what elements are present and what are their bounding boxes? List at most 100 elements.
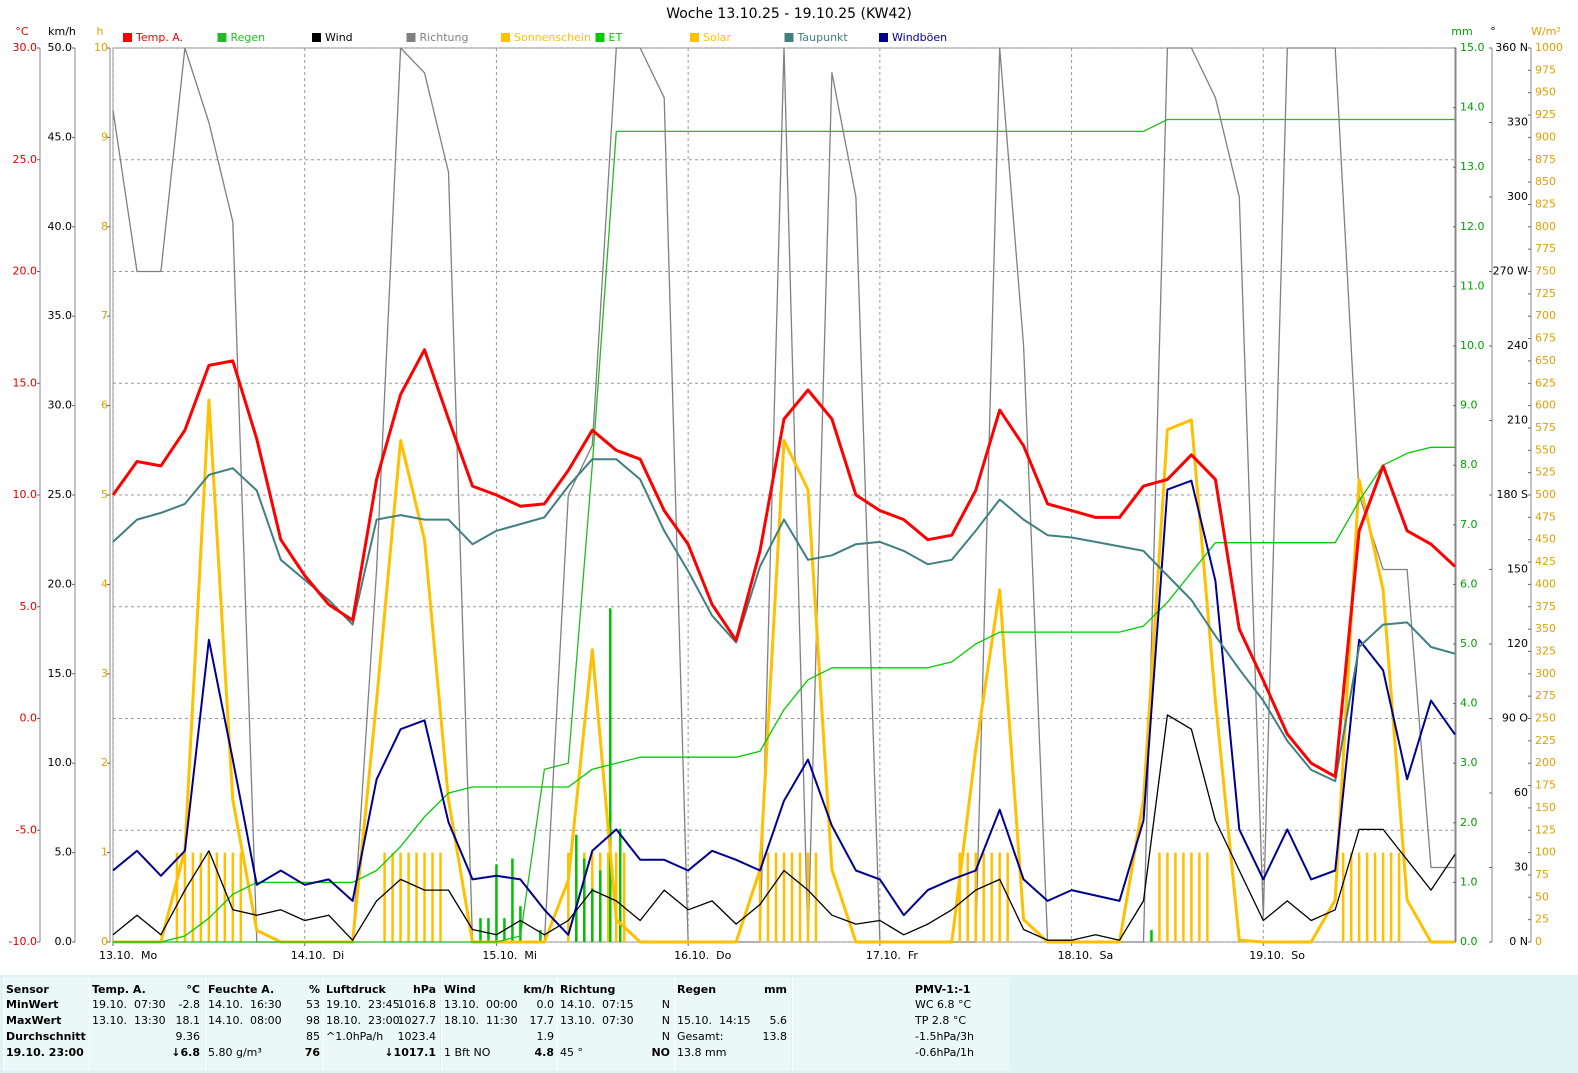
legend-swatch [312, 33, 321, 42]
y-tick-label: 45.0 [48, 130, 73, 143]
legend-swatch [595, 33, 605, 42]
table-cell: mm [764, 983, 787, 996]
axis-unit: °C [15, 25, 29, 38]
table-cell: 9.36 [175, 1030, 201, 1043]
y-tick-label: 25 [1535, 913, 1549, 926]
table-column [674, 977, 791, 1071]
legend-label: Regen [231, 31, 266, 44]
table-cell: ^1.0hPa/h [326, 1030, 384, 1043]
table-cell: NO [651, 1046, 670, 1059]
y-tick-label: 75 [1535, 868, 1549, 881]
table-column [441, 977, 558, 1071]
y-tick-label: 8 [101, 220, 108, 233]
table-cell: WC 6.8 °C [915, 998, 972, 1011]
x-tick-label: 17.10. Fr [866, 949, 919, 962]
table-cell: 18.1 [175, 1014, 201, 1027]
y-tick-label: 200 [1535, 756, 1556, 769]
table-cell: 98 [306, 1014, 320, 1027]
y-tick-label: 275 [1535, 689, 1556, 702]
y-tick-label: 450 [1535, 533, 1556, 546]
y-tick-label: 270 W [1493, 265, 1528, 278]
table-cell: 1027.7 [397, 1014, 437, 1027]
y-tick-label: 675 [1535, 332, 1556, 345]
table-cell: Gesamt: [677, 1030, 724, 1043]
y-tick-label: 800 [1535, 220, 1556, 233]
table-column [557, 977, 674, 1071]
y-tick-label: 150 [1535, 801, 1556, 814]
table-cell: km/h [523, 983, 554, 996]
table-column [89, 977, 204, 1071]
y-tick-label: 0.0 [20, 712, 38, 725]
legend-swatch [690, 33, 699, 42]
x-tick-label: 19.10. So [1249, 949, 1305, 962]
table-cell: Temp. A. [92, 983, 146, 996]
table-cell: -1.5hPa/3h [915, 1030, 974, 1043]
table-cell: -2.8 [178, 998, 200, 1011]
table-cell: Richtung [560, 983, 616, 996]
y-tick-label: 700 [1535, 309, 1556, 322]
legend-label: Solar [703, 31, 732, 44]
y-tick-label: 360 N [1495, 41, 1528, 54]
y-tick-label: 20.0 [13, 265, 38, 278]
y-tick-label: 150 [1507, 563, 1528, 576]
y-tick-label: 375 [1535, 600, 1556, 613]
y-tick-label: 25.0 [13, 153, 38, 166]
table-cell: 18.10. 11:30 [444, 1014, 518, 1027]
table-cell: 85 [306, 1030, 320, 1043]
y-tick-label: 10 [94, 41, 108, 54]
y-tick-label: 300 [1507, 190, 1528, 203]
table-cell: 53 [306, 998, 320, 1011]
table-cell: 1.9 [536, 1030, 555, 1043]
table-cell: hPa [412, 983, 436, 996]
y-tick-label: 300 [1535, 667, 1556, 680]
table-cell: °C [186, 983, 200, 996]
table-cell: N [661, 1014, 670, 1027]
y-tick-label: 180 S [1497, 488, 1528, 501]
table-cell: PMV-1:-1 [915, 983, 971, 996]
x-tick-label: 14.10. Di [291, 949, 345, 962]
y-tick-label: 5 [101, 488, 108, 501]
table-cell: 19.10. 07:30 [92, 998, 166, 1011]
axis-unit: ° [1490, 25, 1496, 38]
x-tick-label: 15.10. Mi [482, 949, 537, 962]
y-tick-label: 0.0 [55, 935, 73, 948]
table-cell: 14.10. 16:30 [208, 998, 282, 1011]
y-tick-label: 13.0 [1460, 160, 1485, 173]
table-column [323, 977, 440, 1071]
y-tick-label: 240 [1507, 339, 1528, 352]
y-tick-label: 40.0 [48, 220, 73, 233]
y-tick-label: 1000 [1535, 41, 1563, 54]
y-tick-label: 330 [1507, 116, 1528, 129]
y-tick-label: 475 [1535, 510, 1556, 523]
axis-unit: h [97, 25, 104, 38]
y-tick-label: 6 [101, 399, 108, 412]
y-tick-label: 0 [101, 935, 108, 948]
table-cell: 1023.4 [397, 1030, 437, 1043]
y-tick-label: 14.0 [1460, 101, 1485, 114]
y-tick-label: 400 [1535, 577, 1556, 590]
legend-swatch [217, 33, 227, 42]
table-cell: 4.8 [534, 1046, 555, 1059]
table-cell: Luftdruck [326, 983, 386, 996]
y-tick-label: 20.0 [48, 577, 73, 590]
y-tick-label: 9 [101, 130, 108, 143]
y-tick-label: 25.0 [48, 488, 73, 501]
legend-label: Windböen [892, 31, 947, 44]
legend-label: Sonnenschein [514, 31, 591, 44]
y-tick-label: 10.0 [1460, 339, 1485, 352]
table-cell: -0.6hPa/1h [915, 1046, 974, 1059]
y-tick-label: 325 [1535, 644, 1556, 657]
table-cell: 15.10. 14:15 [677, 1014, 751, 1027]
y-tick-label: 850 [1535, 175, 1556, 188]
y-tick-label: 60 [1514, 786, 1528, 799]
table-column [792, 977, 1009, 1071]
y-tick-label: 875 [1535, 153, 1556, 166]
y-tick-label: 120 [1507, 637, 1528, 650]
y-tick-label: 575 [1535, 421, 1556, 434]
y-tick-label: 125 [1535, 823, 1556, 836]
series-line [112, 479, 1456, 936]
y-tick-label: 950 [1535, 86, 1556, 99]
y-tick-label: 7 [101, 309, 108, 322]
legend-label: Taupunkt [797, 31, 849, 44]
